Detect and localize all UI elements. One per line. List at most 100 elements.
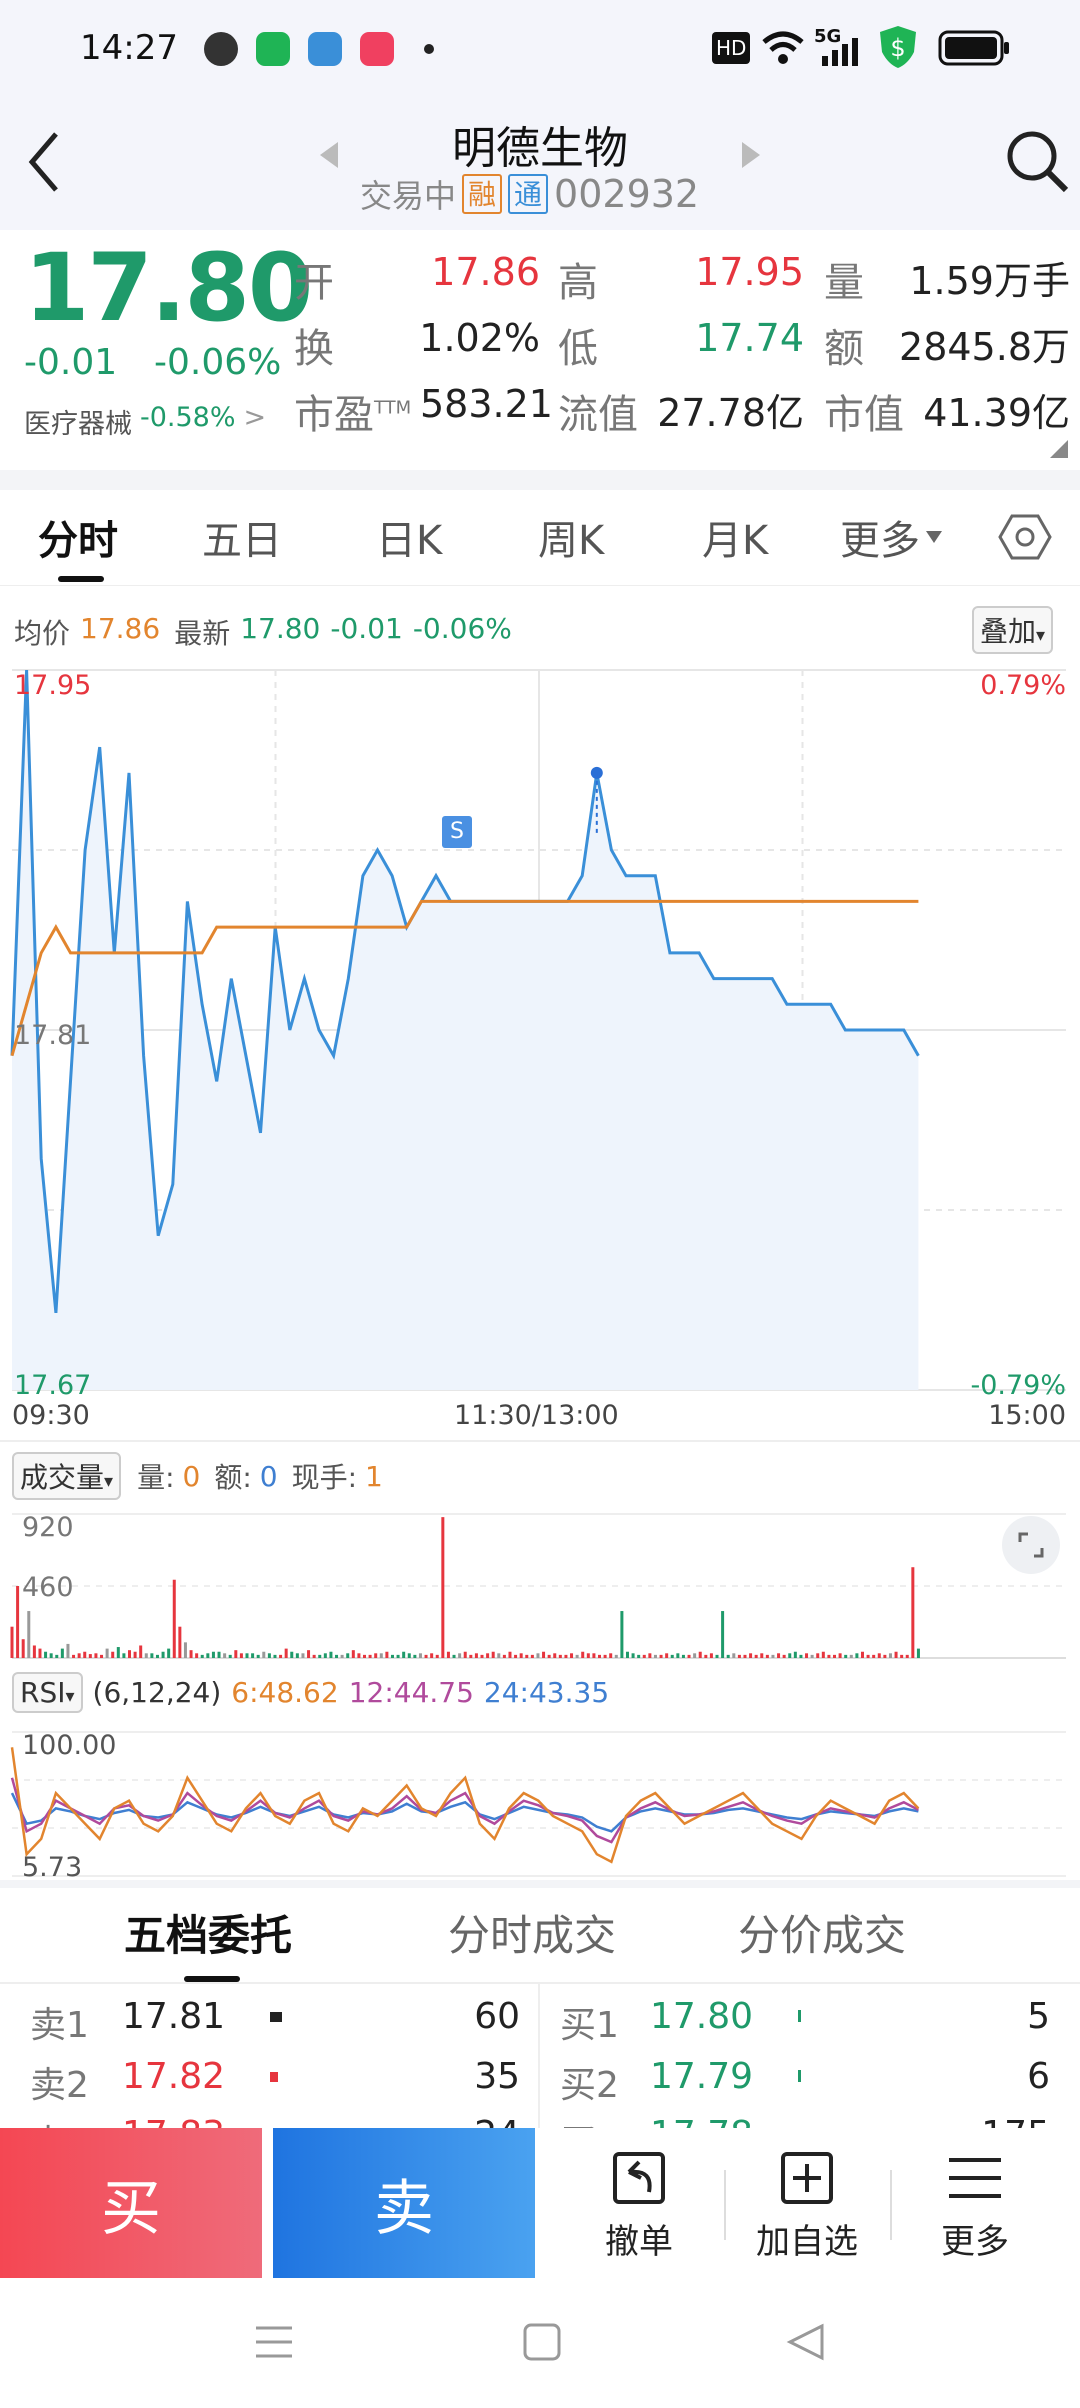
search-icon[interactable] [1004, 128, 1070, 198]
volume-bar [737, 1654, 741, 1658]
volume-bar [547, 1654, 551, 1658]
cancel-order-button[interactable]: 撤单 [554, 2140, 724, 2263]
expand-corner-icon[interactable] [1050, 440, 1068, 458]
divider [0, 1440, 1080, 1442]
float-cap-value: 27.78亿 [657, 391, 804, 435]
sell-marker[interactable]: S [442, 816, 472, 848]
volume-bar [698, 1651, 702, 1658]
network-type: 5G [814, 26, 842, 47]
add-watchlist-button[interactable]: 加自选 [722, 2140, 892, 2263]
more-button[interactable]: 更多 [890, 2140, 1060, 2263]
volume-bar [340, 1654, 344, 1658]
tab-time-trades[interactable]: 分时成交 [448, 1911, 617, 1960]
volume-chart[interactable] [0, 1510, 1080, 1660]
rsi-chart[interactable] [0, 1728, 1080, 1880]
volume-bar [480, 1654, 484, 1658]
pe-label: 市盈TTM [294, 392, 412, 438]
volume-bar [743, 1654, 747, 1658]
recent-apps-icon[interactable] [254, 2322, 294, 2362]
time-start-label: 09:30 [12, 1400, 90, 1431]
tab-price-trades[interactable]: 分价成交 [738, 1911, 907, 1960]
pe-value: 583.21 [420, 382, 553, 426]
rsi-top-label: 100.00 [22, 1730, 117, 1761]
volume-bar [435, 1654, 439, 1658]
bid3-label: 买3 [560, 2114, 619, 2128]
sell-button[interactable]: 卖 [273, 2128, 535, 2278]
active-tab-indicator [184, 1976, 240, 1982]
wifi-icon [762, 31, 804, 64]
bid2-label: 买2 [560, 2065, 619, 2106]
volume-bar [637, 1654, 641, 1658]
volume-bar [536, 1653, 540, 1658]
volume-bar [307, 1650, 311, 1658]
volume-bar [514, 1654, 518, 1658]
ask1-price: 17.81 [122, 1996, 226, 2037]
back-icon[interactable] [786, 2322, 826, 2362]
volume-bar [810, 1654, 814, 1658]
volume-bar [239, 1653, 243, 1658]
back-arrow-icon[interactable] [24, 130, 64, 194]
volume-bar [782, 1654, 786, 1658]
volume-bar [564, 1654, 568, 1658]
app-icon-blue [308, 32, 342, 66]
volume-bar [754, 1654, 758, 1658]
bid1-price: 17.80 [650, 1996, 754, 2037]
music-icon [360, 32, 394, 66]
sector-link[interactable]: 医疗器械 -0.58% > [24, 402, 266, 441]
ask3-label: 卖3 [30, 2114, 89, 2128]
tab-daily-k[interactable]: 日K [376, 518, 443, 564]
volume-bar [838, 1653, 842, 1658]
buy-button[interactable]: 买 [0, 2128, 262, 2278]
volume-bar [530, 1654, 534, 1658]
volume-bar [877, 1653, 881, 1658]
orderbook-rows: 卖1 17.81 60 卖2 17.82 35 卖3 17.83 24 买1 1… [0, 1984, 1080, 2128]
volume-bar [497, 1653, 501, 1658]
volume-bar [21, 1639, 25, 1658]
volume-bar [519, 1653, 523, 1658]
volume-bar [94, 1653, 98, 1658]
prev-stock-icon[interactable] [318, 140, 340, 170]
volume-bar [295, 1653, 299, 1658]
rsi-bot-label: 5.73 [22, 1852, 83, 1883]
volume-dropdown[interactable]: 成交量▾ [12, 1452, 122, 1500]
ask3-volume: 24 [420, 2114, 520, 2128]
tab-intraday[interactable]: 分时 [38, 518, 118, 564]
ask3-price: 17.83 [122, 2114, 225, 2128]
volume-bar [335, 1654, 339, 1658]
volume-bar [732, 1653, 736, 1658]
tab-weekly-k[interactable]: 周K [538, 518, 605, 564]
volume-bar [72, 1654, 76, 1658]
ask2-price: 17.82 [122, 2056, 226, 2097]
status-time: 14:27 [80, 28, 178, 68]
notification-dot-icon [424, 44, 434, 54]
rsi-dropdown[interactable]: RSI▾ [12, 1672, 83, 1713]
volume-bar [49, 1653, 53, 1658]
shield-dollar-icon: $ [880, 26, 916, 68]
orderbook-tabs: 五档委托 分时成交 分价成交 [0, 1880, 1080, 1982]
settings-hex-icon[interactable] [998, 512, 1052, 562]
intraday-price-chart[interactable] [0, 660, 1080, 1440]
fullscreen-icon [1018, 1532, 1044, 1558]
next-stock-icon[interactable] [740, 140, 762, 170]
tab-monthly-k[interactable]: 月K [702, 518, 769, 564]
volume-bar [256, 1654, 260, 1658]
volume-bar [872, 1654, 876, 1658]
volume-bar [777, 1653, 781, 1658]
caret-down-icon [926, 531, 942, 543]
volume-bar [105, 1648, 109, 1658]
battery-icon [938, 30, 1009, 66]
home-icon[interactable] [522, 2322, 562, 2362]
tab-five-day[interactable]: 五日 [202, 518, 282, 564]
fullscreen-button[interactable] [1002, 1516, 1060, 1574]
overlay-dropdown[interactable]: 叠加▾ [972, 606, 1054, 654]
volume-bar [665, 1653, 669, 1658]
open-value: 17.86 [431, 250, 540, 294]
volume-bar [799, 1654, 803, 1658]
bid2-price: 17.79 [650, 2056, 754, 2097]
tab-five-level[interactable]: 五档委托 [124, 1911, 293, 1960]
market-cap-value: 41.39亿 [923, 391, 1070, 435]
tab-more[interactable]: 更多 [840, 508, 942, 566]
volume-bar [609, 1653, 613, 1658]
volume-bar [653, 1654, 657, 1658]
volume-bar [44, 1651, 48, 1658]
